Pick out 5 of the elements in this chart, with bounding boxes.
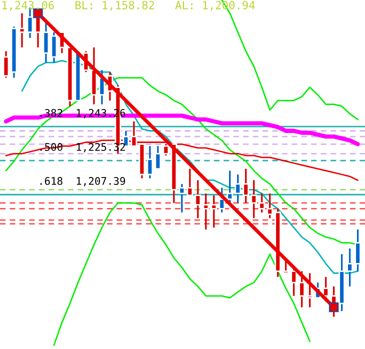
candlestick [2,50,10,79]
candlestick [50,31,58,64]
candlestick [18,12,26,48]
candlestick [42,22,50,64]
ref-line-label: .618 1,207.39 [40,177,126,186]
